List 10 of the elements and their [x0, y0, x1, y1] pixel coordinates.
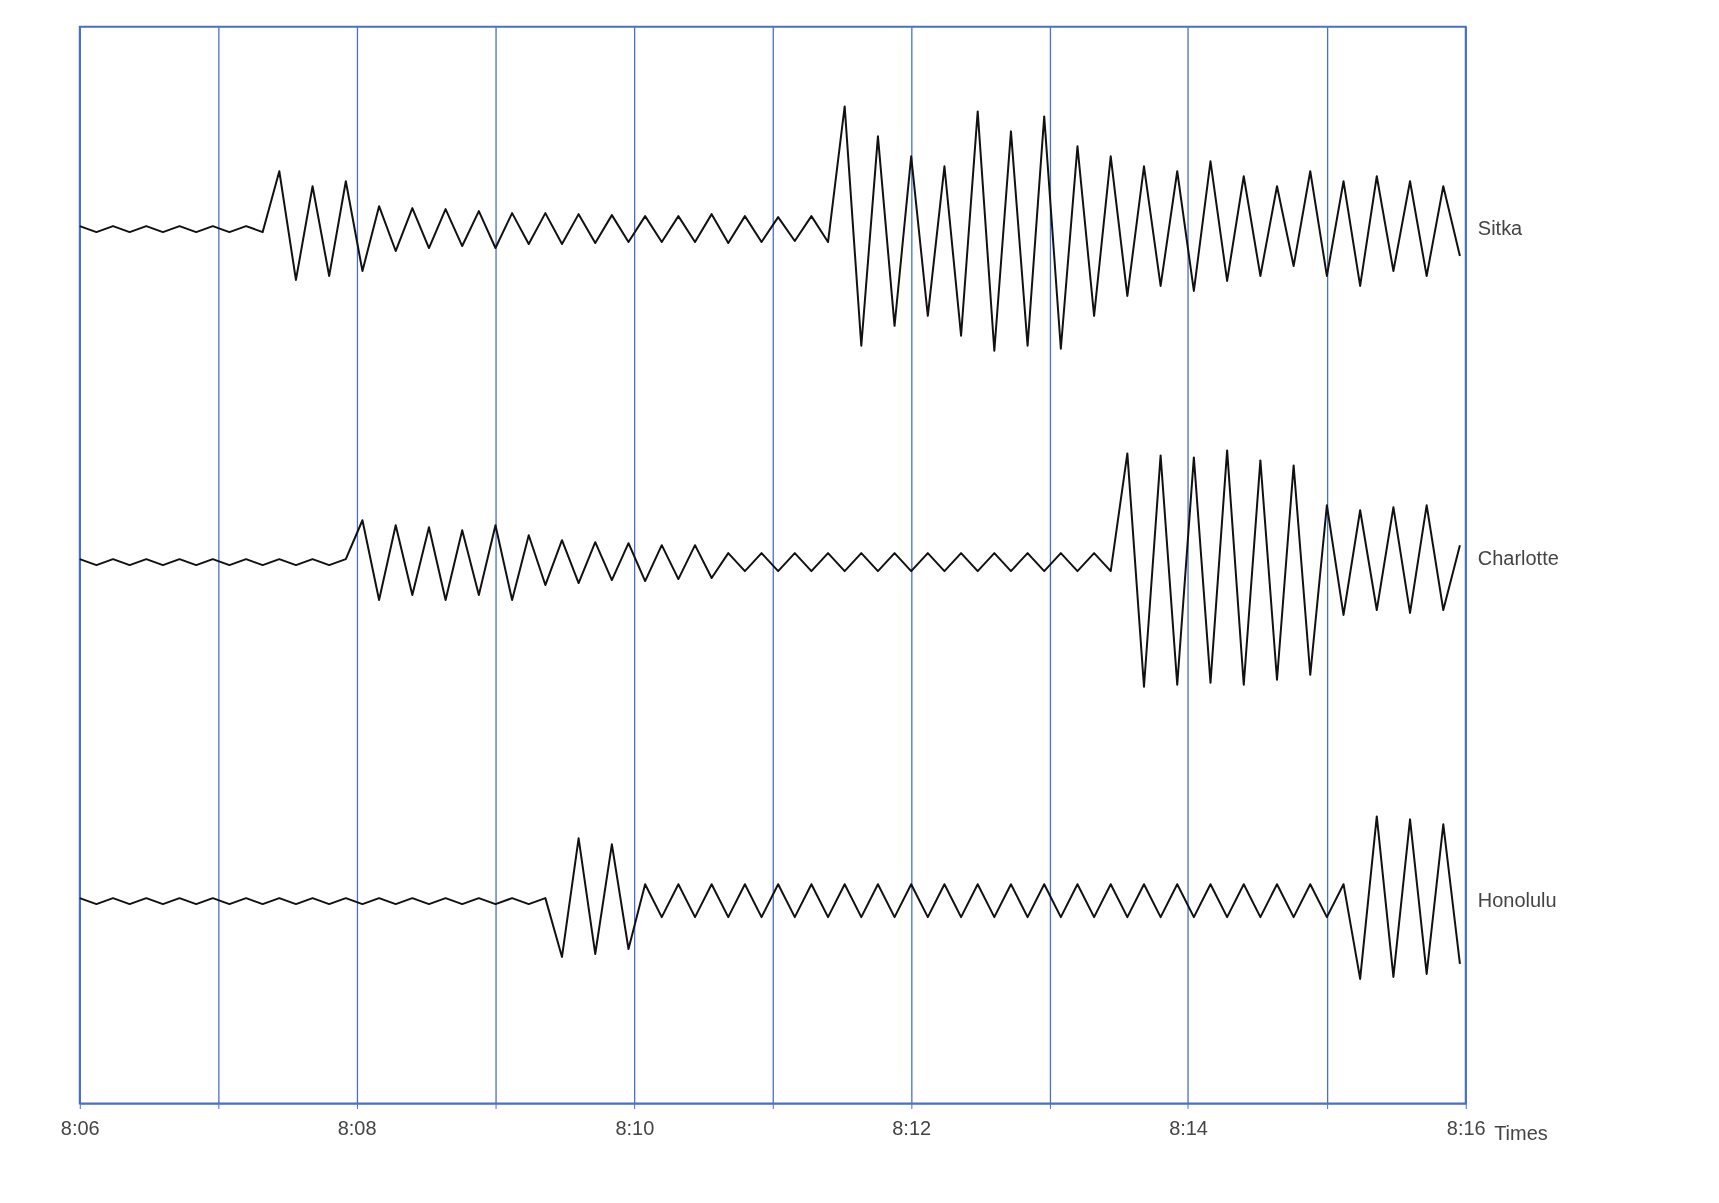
x-tick-label: 8:06 — [60, 1116, 100, 1139]
x-tick-label: 8:14 — [1169, 1116, 1208, 1139]
x-tick-label: 8:08 — [337, 1116, 377, 1139]
x-tick-label: 8:16 — [1446, 1116, 1486, 1139]
series-label: Charlotte — [1477, 547, 1559, 570]
series-label: Sitka — [1477, 217, 1524, 240]
x-axis-title: Times — [1494, 1121, 1548, 1144]
x-tick-label: 8:10 — [615, 1116, 655, 1139]
x-tick-label: 8:12 — [892, 1116, 932, 1139]
series-label: Honolulu — [1477, 889, 1557, 912]
